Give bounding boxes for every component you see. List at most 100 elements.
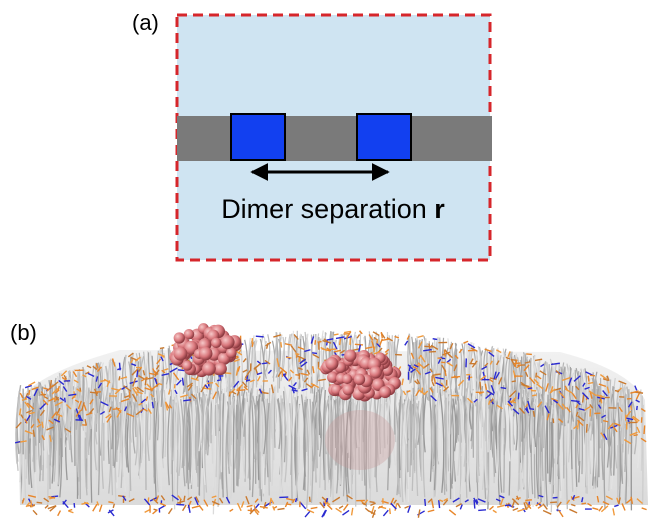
lipid-head: [58, 511, 61, 516]
lipid-head: [285, 344, 292, 345]
lipid-head: [489, 506, 493, 509]
protein-shadow: [325, 410, 395, 470]
lipid-head: [478, 510, 486, 511]
lipid-head: [615, 391, 619, 392]
panel-label: (b): [10, 320, 37, 345]
lipid-head: [581, 503, 586, 504]
lipid-head: [418, 509, 419, 517]
lipid-head: [145, 509, 150, 512]
lipid-head: [383, 510, 388, 516]
lipid-head: [405, 341, 408, 345]
caption-text: Dimer separation: [221, 194, 427, 224]
lipid-head: [29, 390, 30, 395]
lipid-head: [569, 509, 577, 513]
protein-atom: [174, 347, 188, 361]
lipid-head: [262, 363, 267, 364]
lipid-head: [237, 390, 246, 391]
lipid-tail: [211, 398, 212, 444]
protein-atom: [174, 332, 185, 343]
lipid-tail: [414, 396, 415, 471]
lipid-head: [370, 502, 375, 503]
lipid-head: [543, 510, 551, 514]
lipid-head: [160, 506, 165, 509]
lipid-tail: [410, 334, 411, 383]
lipid-head: [119, 376, 120, 380]
lipid-head: [587, 424, 588, 433]
protein-atom: [202, 362, 216, 376]
lipid-head: [501, 388, 507, 389]
lipid-head: [390, 508, 391, 514]
caption: Dimer separation r: [221, 194, 445, 224]
lipid-head: [559, 510, 563, 517]
protein-atom: [343, 384, 354, 395]
lipid-head: [357, 334, 360, 338]
lipid-head: [99, 505, 101, 512]
lipid-head: [334, 334, 339, 335]
lipid-head: [318, 342, 322, 343]
monomer: [357, 114, 411, 160]
lipid-head: [343, 504, 348, 510]
caption-variable: r: [434, 194, 445, 224]
lipid-head: [33, 510, 37, 514]
lipid-head: [176, 504, 184, 505]
lipid-head: [217, 380, 221, 381]
lipid-tail: [395, 392, 396, 434]
lipid-head: [152, 402, 153, 408]
lipid-head: [525, 500, 532, 501]
protein-atom: [370, 366, 382, 378]
membrane-band: [177, 116, 492, 161]
lipid-head: [267, 343, 268, 349]
lipid-head: [153, 510, 158, 514]
lipid-head: [505, 505, 511, 506]
protein-atom: [211, 338, 221, 348]
lipid-head: [160, 348, 164, 349]
lipid-head: [460, 504, 462, 509]
lipid-tail: [273, 387, 274, 461]
lipid-head: [536, 373, 537, 378]
lipid-head: [449, 510, 455, 515]
lipid-head: [260, 507, 268, 508]
lipid-head: [588, 376, 589, 382]
lipid-head: [37, 502, 43, 503]
lipid-head: [439, 500, 440, 508]
lipid-head: [281, 342, 282, 347]
lipid-head: [352, 508, 353, 515]
lipid-tail: [34, 394, 35, 470]
lipid-head: [588, 383, 593, 384]
lipid-head: [514, 363, 521, 364]
protein-atom: [221, 335, 235, 349]
lipid-head: [277, 508, 284, 509]
lipid-head: [512, 381, 516, 382]
lipid-head: [207, 383, 213, 384]
lipid-head: [118, 496, 125, 497]
lipid-head: [631, 405, 632, 410]
protein-atom: [226, 348, 237, 359]
protein-atom: [214, 363, 227, 376]
lipid-tail: [87, 396, 88, 459]
lipid-head: [355, 344, 363, 345]
lipid-head: [613, 508, 614, 515]
lipid-head: [93, 504, 97, 511]
protein-atom: [344, 349, 356, 361]
lipid-head: [247, 505, 253, 506]
lipid-head: [68, 510, 72, 511]
lipid-head: [178, 370, 185, 371]
lipid-head: [286, 357, 291, 358]
figure: (a) Dimer separation r (b): [0, 0, 661, 518]
lipid-head: [307, 510, 314, 513]
lipid-head: [175, 384, 176, 388]
lipid-head: [642, 508, 647, 510]
lipid-head: [634, 435, 638, 436]
lipid-tail: [317, 386, 318, 469]
lipid-head: [315, 340, 316, 345]
monomer: [231, 114, 285, 160]
lipid-tail: [529, 362, 530, 407]
lipid-head: [644, 425, 645, 434]
lipid-head: [518, 393, 519, 400]
lipid-head: [246, 380, 250, 381]
lipid-head: [614, 505, 618, 506]
lipid-head: [273, 506, 275, 510]
lipid-head: [418, 336, 424, 338]
lipid-head: [230, 509, 233, 511]
panel-label: (a): [132, 10, 159, 35]
